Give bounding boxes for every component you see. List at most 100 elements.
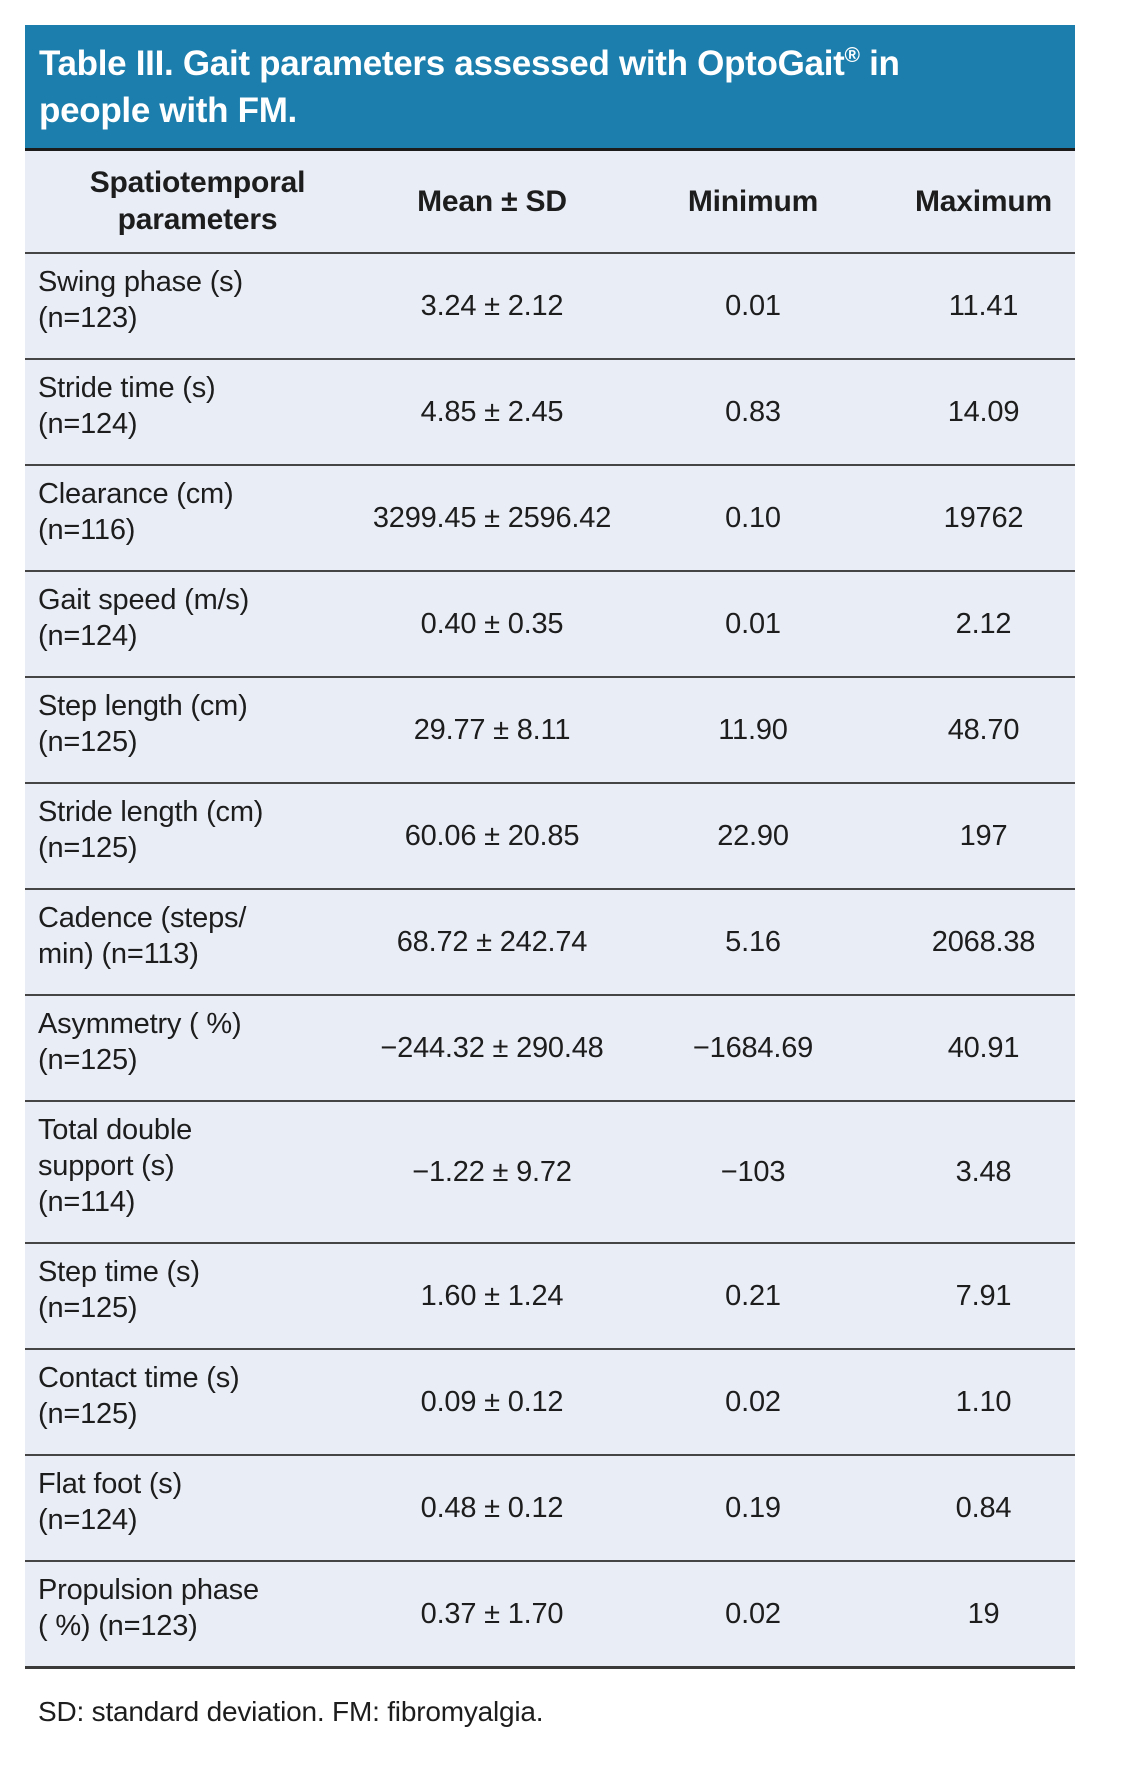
table-row: Step time (s) (n=125) 1.60 ± 1.24 0.21 7.… (25, 1243, 1075, 1350)
maximum-cell: 0.84 (892, 1455, 1075, 1562)
table-row: Cadence (steps/min) (n=113) 68.72 ± 242.… (25, 889, 1075, 996)
minimum-cell: −103 (614, 1101, 892, 1244)
param-line: support (s) (38, 1150, 175, 1182)
maximum-cell: 7.91 (892, 1243, 1075, 1350)
param-cell: Asymmetry ( %) (n=125) (25, 995, 370, 1102)
param-line: (n=125) (38, 1398, 138, 1430)
registered-trademark-icon: ® (844, 44, 860, 67)
table-row: Asymmetry ( %) (n=125) −244.32 ± 290.48 −… (25, 995, 1075, 1102)
mean-sd-cell: 60.06 ± 20.85 (370, 783, 614, 890)
minimum-cell: 11.90 (614, 677, 892, 784)
mean-sd-cell: 29.77 ± 8.11 (370, 677, 614, 784)
footnote: SD: standard deviation. FM: fibromyalgia… (38, 1696, 544, 1727)
table-title-text: Table III. Gait parameters assessed with… (39, 44, 845, 83)
table-title-line-2: people with FM. (39, 91, 297, 130)
mean-sd-cell: 4.85 ± 2.45 (370, 359, 614, 466)
maximum-cell: 1.10 (892, 1349, 1075, 1456)
column-header-minimum: Minimum (614, 151, 892, 254)
param-line: (n=114) (38, 1186, 136, 1218)
minimum-cell: 0.01 (614, 253, 892, 360)
param-cell: Stride time (s) (n=124) (25, 359, 370, 466)
column-header-mean-sd: Mean ± SD (370, 151, 614, 254)
gait-parameters-table: Spatiotemporal parameters Mean ± SD Mini… (25, 151, 1075, 1669)
header-row: Spatiotemporal parameters Mean ± SD Mini… (25, 151, 1075, 254)
mean-sd-cell: 0.37 ± 1.70 (370, 1561, 614, 1669)
param-line: (n=125) (38, 1044, 138, 1076)
param-cell: Step length (cm) (n=125) (25, 677, 370, 784)
table-figure: Table III. Gait parameters assessed with… (25, 25, 1075, 1669)
param-line: Contact time (s) (38, 1362, 240, 1394)
param-line: (n=116) (38, 514, 136, 546)
param-line: (n=124) (38, 1504, 138, 1536)
minimum-cell: 0.21 (614, 1243, 892, 1350)
minimum-cell: 0.19 (614, 1455, 892, 1562)
minimum-cell: 0.10 (614, 465, 892, 572)
param-line: (n=124) (38, 408, 138, 440)
param-cell: Total double support (s) (n=114) (25, 1101, 370, 1244)
table-row: Propulsion phase ( %) (n=123) 0.37 ± 1.70… (25, 1561, 1075, 1669)
param-cell: Cadence (steps/min) (n=113) (25, 889, 370, 996)
column-header-parameters-line-1: Spatiotemporal (89, 166, 306, 199)
param-line: Clearance (cm) (38, 478, 234, 510)
maximum-cell: 197 (892, 783, 1075, 890)
param-cell: Propulsion phase ( %) (n=123) (25, 1561, 370, 1669)
maximum-cell: 2.12 (892, 571, 1075, 678)
mean-sd-cell: 68.72 ± 242.74 (370, 889, 614, 996)
table-row: Stride length (cm) (n=125) 60.06 ± 20.85 … (25, 783, 1075, 890)
mean-sd-cell: −1.22 ± 9.72 (370, 1101, 614, 1244)
mean-sd-cell: 3299.45 ± 2596.42 (370, 465, 614, 572)
param-cell: Contact time (s) (n=125) (25, 1349, 370, 1456)
param-cell: Clearance (cm) (n=116) (25, 465, 370, 572)
param-line: Stride length (cm) (38, 796, 264, 828)
param-line: (n=123) (38, 302, 138, 334)
param-line: (n=125) (38, 1292, 138, 1324)
mean-sd-cell: 0.09 ± 0.12 (370, 1349, 614, 1456)
param-line: min) (n=113) (38, 938, 199, 970)
table-title-line-1: Table III. Gait parameters assessed with… (39, 40, 1065, 87)
param-line: (n=125) (38, 832, 138, 864)
param-cell: Swing phase (s) (n=123) (25, 253, 370, 360)
minimum-cell: 22.90 (614, 783, 892, 890)
minimum-cell: 0.83 (614, 359, 892, 466)
minimum-cell: 0.02 (614, 1349, 892, 1456)
minimum-cell: 0.01 (614, 571, 892, 678)
maximum-cell: 19762 (892, 465, 1075, 572)
param-line: Swing phase (s) (38, 266, 243, 298)
param-cell: Gait speed (m/s) (n=124) (25, 571, 370, 678)
maximum-cell: 19 (892, 1561, 1075, 1669)
param-line: Cadence (steps/ (38, 902, 247, 934)
table-title-text-after: in (859, 44, 900, 83)
minimum-cell: −1684.69 (614, 995, 892, 1102)
table-row: Total double support (s) (n=114) −1.22 ± 9… (25, 1101, 1075, 1244)
param-line: Gait speed (m/s) (38, 584, 250, 616)
table-row: Contact time (s) (n=125) 0.09 ± 0.12 0.02… (25, 1349, 1075, 1456)
maximum-cell: 14.09 (892, 359, 1075, 466)
param-line: Step time (s) (38, 1256, 200, 1288)
column-header-parameters: Spatiotemporal parameters (25, 151, 370, 254)
mean-sd-cell: 1.60 ± 1.24 (370, 1243, 614, 1350)
maximum-cell: 3.48 (892, 1101, 1075, 1244)
mean-sd-cell: 3.24 ± 2.12 (370, 253, 614, 360)
mean-sd-cell: −244.32 ± 290.48 (370, 995, 614, 1102)
param-cell: Step time (s) (n=125) (25, 1243, 370, 1350)
column-header-parameters-line-2: parameters (117, 203, 278, 236)
table-row: Step length (cm) (n=125) 29.77 ± 8.11 11.… (25, 677, 1075, 784)
param-cell: Stride length (cm) (n=125) (25, 783, 370, 890)
param-line: Propulsion phase (38, 1574, 259, 1606)
maximum-cell: 40.91 (892, 995, 1075, 1102)
maximum-cell: 2068.38 (892, 889, 1075, 996)
table-title-bar: Table III. Gait parameters assessed with… (25, 25, 1075, 151)
param-line: Asymmetry ( %) (38, 1008, 242, 1040)
maximum-cell: 48.70 (892, 677, 1075, 784)
minimum-cell: 0.02 (614, 1561, 892, 1669)
param-line: Flat foot (s) (38, 1468, 183, 1500)
table-row: Swing phase (s) (n=123) 3.24 ± 2.12 0.01 … (25, 253, 1075, 360)
param-line: Step length (cm) (38, 690, 248, 722)
param-line: ( %) (n=123) (38, 1610, 198, 1642)
mean-sd-cell: 0.48 ± 0.12 (370, 1455, 614, 1562)
column-header-maximum: Maximum (892, 151, 1075, 254)
table-row: Gait speed (m/s) (n=124) 0.40 ± 0.35 0.01… (25, 571, 1075, 678)
table-row: Clearance (cm) (n=116) 3299.45 ± 2596.42 … (25, 465, 1075, 572)
param-line: Total double (38, 1114, 192, 1146)
